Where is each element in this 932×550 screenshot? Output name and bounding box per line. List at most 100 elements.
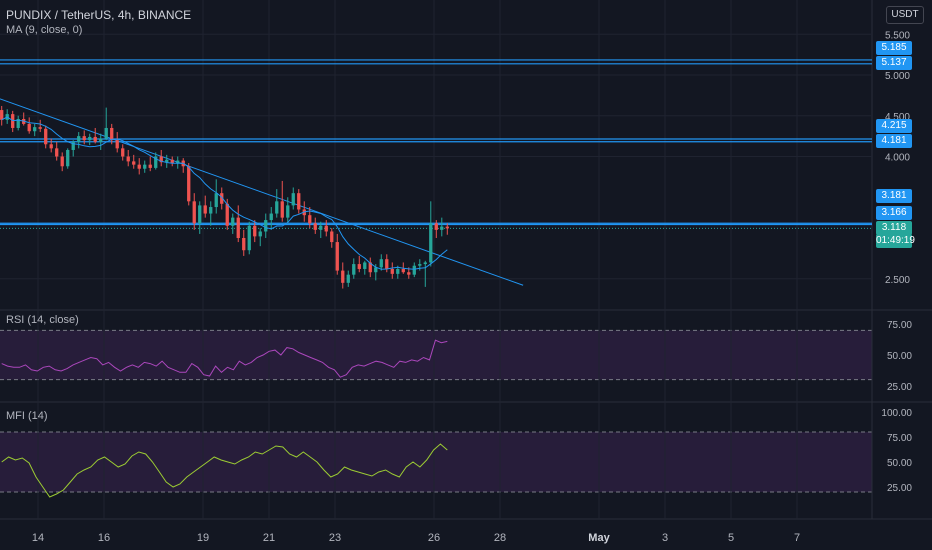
rsi-tick-label: 25.00	[887, 382, 912, 393]
price-tick-label: 5.500	[885, 30, 910, 41]
candle-body	[176, 160, 180, 164]
mfi-line	[1, 443, 448, 498]
candle	[286, 197, 290, 224]
bar-countdown: 01:49:19	[876, 234, 915, 248]
price-tag-4181: 4.181	[876, 134, 912, 148]
candle-body	[44, 128, 48, 145]
candle	[220, 187, 224, 210]
candle	[137, 158, 141, 175]
candle-body	[231, 217, 235, 226]
candle-body	[401, 268, 405, 273]
candle-body	[60, 156, 64, 167]
candle-body	[115, 140, 119, 149]
price-tag-3166: 3.166	[876, 206, 912, 220]
rsi-polyline	[1, 339, 448, 378]
trendline[interactable]	[0, 70, 524, 286]
candle-body	[390, 268, 394, 274]
candle	[324, 220, 328, 237]
candle	[181, 158, 185, 173]
mfi-band	[0, 432, 872, 492]
price-tick-label: 4.000	[885, 153, 910, 164]
time-tick-label: 3	[662, 532, 668, 544]
time-tick-label: 19	[197, 532, 209, 544]
time-tick-label: May	[588, 532, 610, 544]
candle-body	[407, 272, 411, 275]
candle-body	[16, 119, 20, 128]
candle	[44, 125, 48, 149]
mfi-tick-label: 50.00	[887, 458, 912, 469]
candle	[121, 144, 125, 161]
candle-body	[357, 264, 361, 269]
candle-body	[291, 193, 295, 206]
candle	[93, 127, 97, 144]
time-tick-label: 23	[329, 532, 341, 544]
price-axis[interactable]: 75.00 50.00 25.00 100.00 75.00 50.00 25.00 5.50…	[881, 30, 912, 494]
candle	[379, 254, 383, 271]
mfi-tick-label: 25.00	[887, 483, 912, 494]
candle-body	[434, 223, 438, 230]
symbol-title: PUNDIX / TetherUS, 4h, BINANCE	[6, 8, 192, 22]
candle	[88, 133, 92, 146]
horizontal-price-lines[interactable]	[0, 59, 872, 229]
candle	[55, 141, 59, 161]
time-tick-label: 14	[32, 532, 44, 544]
currency-button[interactable]: USDT	[886, 6, 924, 24]
candle	[258, 228, 262, 247]
candle	[429, 201, 433, 267]
time-tick-label: 7	[794, 532, 800, 544]
candle	[132, 154, 136, 169]
candle	[198, 201, 202, 234]
candle	[236, 205, 240, 243]
candle-body	[264, 220, 268, 232]
candle	[66, 148, 70, 169]
candle	[99, 133, 103, 150]
rsi-legend[interactable]: RSI (14, close)	[6, 314, 79, 326]
candle	[445, 223, 449, 235]
candle-body	[132, 161, 136, 165]
trend-line[interactable]	[0, 70, 524, 286]
price-tag-5137: 5.137	[876, 56, 912, 70]
candle-body	[99, 138, 103, 142]
candle	[264, 213, 268, 238]
candle	[434, 220, 438, 238]
candle	[77, 132, 81, 149]
time-tick-label: 16	[98, 532, 110, 544]
candle-body	[275, 201, 279, 214]
ma-legend[interactable]: MA (9, close, 0)	[6, 24, 83, 36]
candle-body	[220, 193, 224, 204]
candle-body	[319, 225, 323, 230]
candle-body	[33, 127, 37, 132]
candle-body	[121, 148, 125, 157]
candle	[170, 156, 174, 167]
candle-body	[418, 264, 422, 266]
candle-body	[126, 156, 130, 162]
candle	[242, 229, 246, 256]
rsi-line	[1, 339, 448, 378]
time-tick-label: 21	[263, 532, 275, 544]
indicator-bands	[0, 329, 872, 493]
ma-polyline	[1, 116, 448, 270]
candle-body	[93, 136, 97, 142]
candle-body	[110, 127, 114, 141]
candle-body	[82, 136, 86, 141]
candle-body	[77, 136, 81, 142]
candle	[49, 138, 53, 153]
candle	[209, 201, 213, 226]
candle	[115, 132, 119, 153]
candle	[187, 163, 191, 206]
price-tick-label: 4.500	[885, 112, 910, 123]
candle	[71, 140, 75, 157]
candle	[159, 149, 163, 167]
grid-lines	[0, 0, 932, 520]
rsi-tick-label: 75.00	[887, 320, 912, 331]
candle-body	[280, 201, 284, 218]
candle	[357, 255, 361, 273]
candle-body	[159, 156, 163, 163]
candle-body	[242, 238, 246, 251]
mfi-legend[interactable]: MFI (14)	[6, 410, 48, 422]
candle	[275, 189, 279, 218]
candle	[319, 221, 323, 238]
time-axis[interactable]: 14 16 19 21 23 26 28 May 3 5 7	[32, 532, 800, 544]
candle-body	[258, 231, 262, 237]
